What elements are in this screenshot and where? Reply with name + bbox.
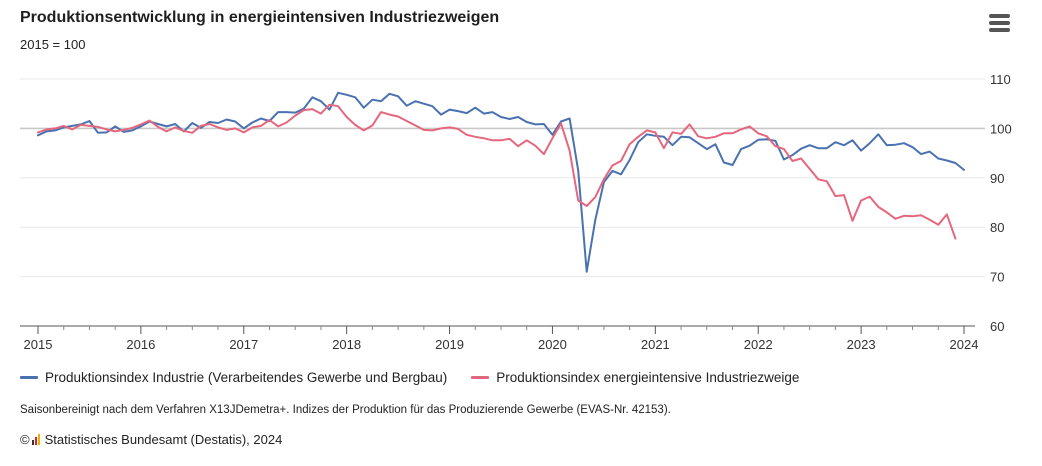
x-tick-label-2017: 2017 <box>229 337 258 352</box>
y-axis: 60 70 80 90 100 110 <box>990 72 1012 334</box>
methodology-note: Saisonbereinigt nach dem Verfahren X13JD… <box>20 404 671 416</box>
x-tick-label-2022: 2022 <box>744 337 773 352</box>
hamburger-menu-icon[interactable] <box>989 14 1015 36</box>
x-tick-label-2019: 2019 <box>435 337 464 352</box>
series-lines <box>37 91 965 273</box>
copyright-symbol: © <box>20 432 30 447</box>
y-tick-label-100: 100 <box>990 121 1012 136</box>
x-tick-label-2015: 2015 <box>24 337 53 352</box>
chart-title: Produktionsentwicklung in energieintensi… <box>20 9 500 26</box>
y-tick-label-80: 80 <box>990 220 1004 235</box>
x-tick-label-2023: 2023 <box>847 337 876 352</box>
legend-item-industrie[interactable]: Produktionsindex Industrie (Verarbeitend… <box>20 370 447 385</box>
y-tick-label-90: 90 <box>990 171 1004 186</box>
y-tick-label-110: 110 <box>990 72 1011 87</box>
chart-subtitle: 2015 = 100 <box>20 37 86 52</box>
x-axis: 2015 2016 2017 2018 2019 2020 2021 2022 2023 2024 <box>20 325 979 352</box>
legend-swatch-industrie <box>20 376 38 379</box>
legend-label-industrie: Produktionsindex Industrie (Verarbeitend… <box>45 370 448 385</box>
y-tick-label-70: 70 <box>990 270 1004 285</box>
x-tick-label-2021: 2021 <box>641 337 670 352</box>
y-tick-label-60: 60 <box>990 319 1004 334</box>
x-tick-label-2020: 2020 <box>538 337 567 352</box>
series-line-energieintensiv <box>37 103 957 240</box>
x-tick-label-2024: 2024 <box>950 337 979 352</box>
x-tick-label-2016: 2016 <box>126 337 155 352</box>
legend-swatch-energieintensiv <box>471 376 490 379</box>
x-tick-label-2018: 2018 <box>332 337 361 352</box>
legend-label-energieintensiv: Produktionsindex energieintensive Indust… <box>496 370 800 385</box>
credit-text: Statistisches Bundesamt (Destatis), 2024 <box>44 432 283 447</box>
chart-legend: Produktionsindex Industrie (Verarbeitend… <box>20 370 823 385</box>
legend-item-energieintensiv[interactable]: Produktionsindex energieintensive Indust… <box>471 370 799 385</box>
grid-lines <box>20 78 985 278</box>
destatis-logo-icon <box>31 434 41 445</box>
series-line-industrie <box>37 91 965 273</box>
source-credit: © Statistisches Bundesamt (Destatis), 20… <box>20 432 282 447</box>
